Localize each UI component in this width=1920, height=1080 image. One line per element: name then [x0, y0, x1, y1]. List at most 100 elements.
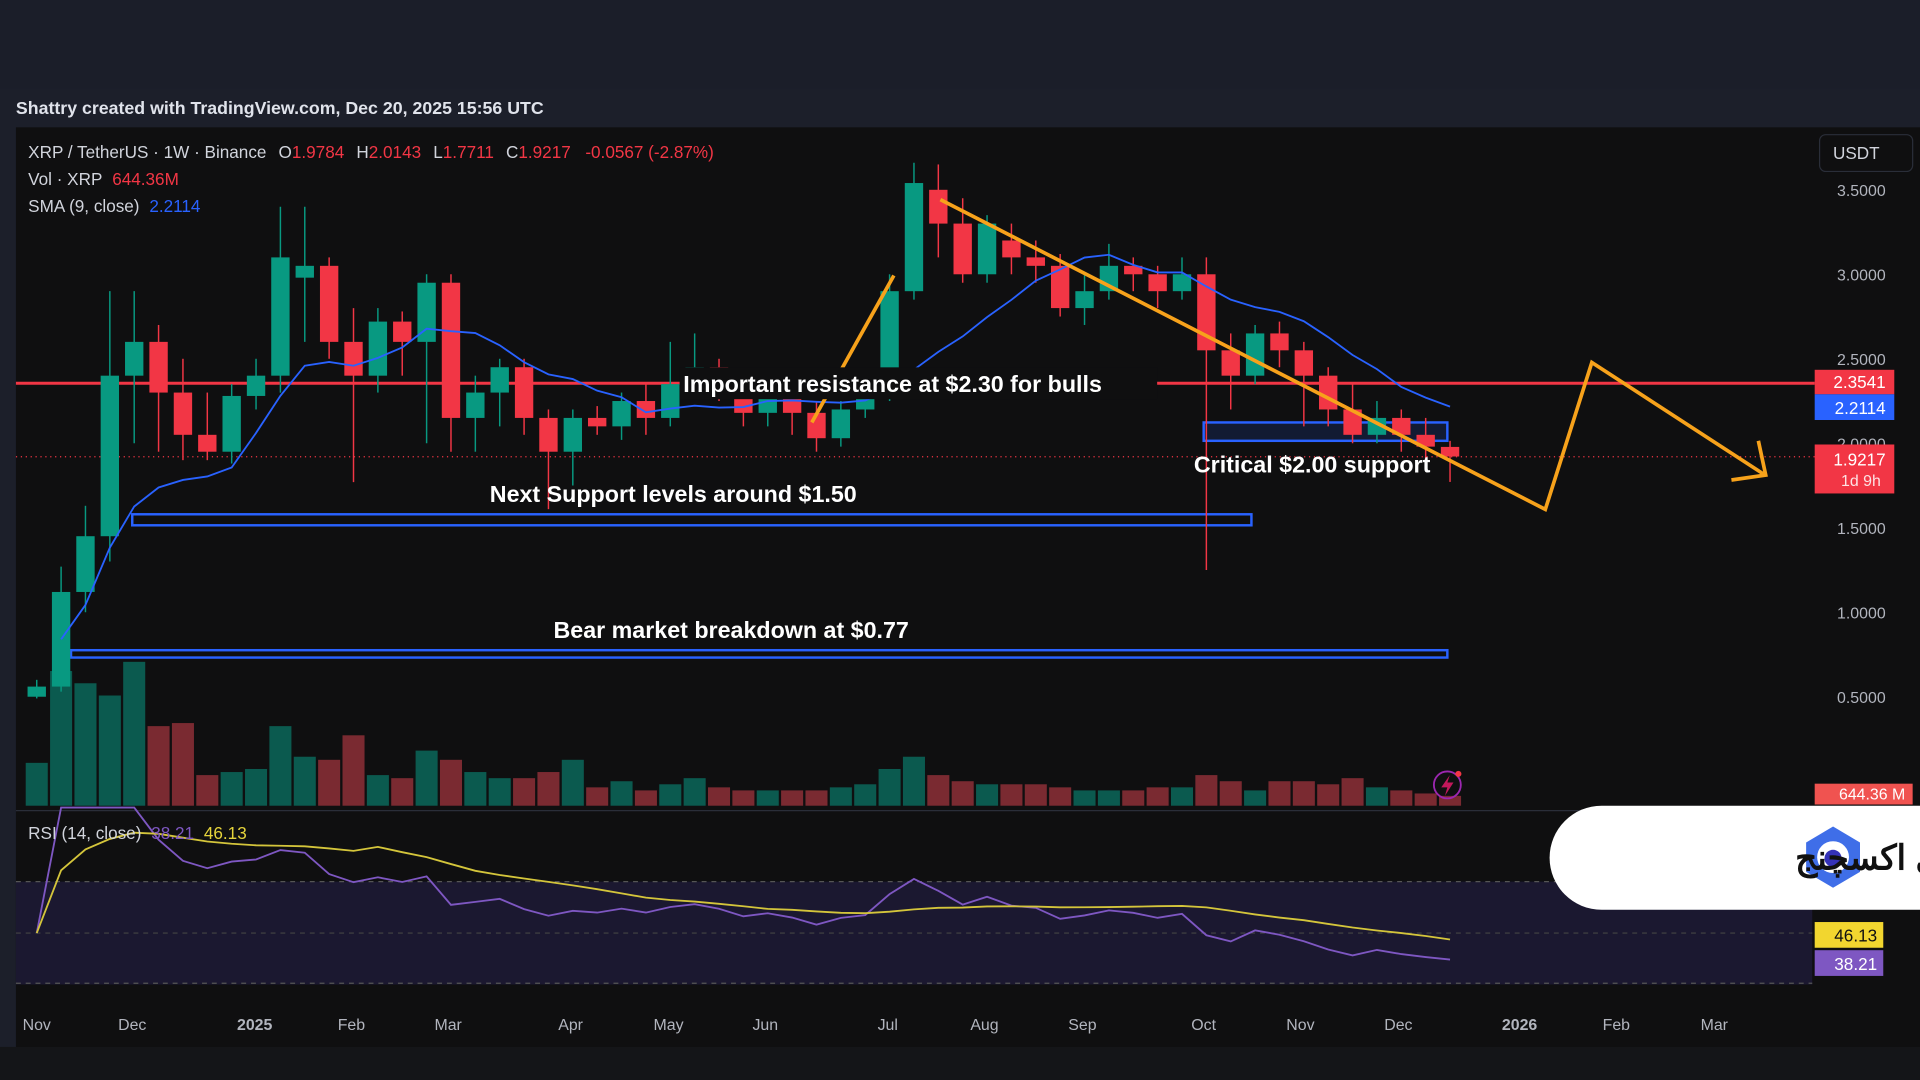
rsi-ma-tag — [1814, 922, 1884, 948]
candle-body — [1245, 333, 1265, 376]
price-tick-label: 2.5000 — [1837, 352, 1886, 369]
volume-bar — [878, 768, 901, 806]
volume-price-tag — [1814, 783, 1913, 805]
volume-bar — [854, 784, 877, 806]
candle-body — [1075, 291, 1094, 309]
arrow-head-icon — [1731, 440, 1768, 482]
last-price-text: 1.9217 — [1833, 449, 1885, 469]
caption: Shattry created with TradingView.com, De… — [16, 98, 544, 118]
open-label: O — [279, 142, 292, 162]
volume-bar — [756, 790, 779, 806]
sma-price-tag — [1814, 394, 1895, 420]
candle-body — [1124, 265, 1143, 275]
candle-body — [368, 321, 388, 376]
candle-body — [1440, 446, 1460, 457]
candle-body — [100, 375, 120, 537]
legend-ohlc: XRP / TetherUS · 1W · Binance O1.9784 H2… — [28, 142, 714, 162]
price-tick-label: 1.5000 — [1837, 521, 1886, 538]
legend: XRP / TetherUS · 1W · Binance O1.9784 H2… — [28, 142, 714, 843]
volume-bar — [1122, 790, 1145, 806]
time-tick-label: 2026 — [1502, 1017, 1538, 1034]
bear-breakdown-annotation: Bear market breakdown at $0.77 — [553, 617, 908, 643]
volume-bar — [659, 784, 682, 806]
volume-bar — [829, 787, 852, 806]
volume-bar — [342, 735, 365, 806]
last-price-tag — [1814, 444, 1895, 494]
time-tick-label: Feb — [338, 1017, 366, 1034]
time-tick-label: Dec — [1384, 1017, 1412, 1034]
candle-body — [1002, 240, 1021, 258]
volume-bar — [732, 790, 755, 806]
candle-body — [514, 367, 534, 418]
currency-label: USDT — [1833, 143, 1880, 163]
volume-bar — [586, 787, 609, 806]
candle-body — [758, 397, 777, 413]
volume-bar — [366, 775, 389, 806]
volume-bar — [1365, 787, 1388, 806]
next-support-annotation: Next Support levels around $1.50 — [490, 481, 857, 507]
volume-bar — [1195, 775, 1218, 806]
candle-body — [319, 265, 339, 342]
volume-bar — [1000, 784, 1023, 806]
volume-bar — [25, 762, 48, 806]
candle-body — [636, 401, 656, 418]
page-header-band — [0, 0, 1920, 89]
candle-body — [1197, 274, 1216, 351]
candle-body — [198, 434, 217, 452]
currency-button[interactable] — [1818, 134, 1914, 173]
bear-breakdown-zone — [69, 648, 1449, 659]
candle-body — [1050, 265, 1070, 309]
volume-bar — [171, 723, 194, 806]
volume-label[interactable]: Vol · XRP — [28, 169, 102, 189]
legend-rsi: RSI (14, close) 38.21 46.13 — [28, 823, 247, 843]
low-label: L — [433, 142, 443, 162]
candle-body — [344, 341, 363, 376]
volume-bar — [1414, 793, 1437, 806]
time-tick-label: Mar — [434, 1017, 462, 1034]
rsi-tag — [1814, 950, 1884, 976]
candle-body — [1148, 274, 1167, 292]
rsi-label[interactable]: RSI (14, close) — [28, 823, 141, 843]
volume-bar — [805, 790, 828, 806]
volume-bar — [708, 787, 731, 806]
candle-body — [125, 341, 144, 376]
candle-body — [539, 417, 558, 452]
resistance-price-tag — [1814, 369, 1895, 395]
volume-bar — [439, 759, 462, 806]
candle-body — [563, 417, 582, 452]
time-axis[interactable]: Nov Dec 2025 Feb Mar Apr May Jun Jul Aug Sep Oct Nov… — [23, 1017, 1729, 1034]
candle-body — [1172, 274, 1192, 292]
time-tick-label: Dec — [118, 1017, 146, 1034]
hexagon-logo-icon — [1806, 826, 1860, 888]
volume-bar — [1097, 790, 1120, 806]
candle-body — [661, 384, 680, 418]
legend-volume: Vol · XRP 644.36M — [28, 169, 179, 189]
candle-body — [222, 395, 241, 452]
rsi-value: 38.21 — [151, 823, 194, 843]
candle-body — [441, 282, 461, 418]
price-axis[interactable]: 3.50003.00002.50002.00001.50001.00000.50… — [1837, 183, 1886, 707]
sma-label[interactable]: SMA (9, close) — [28, 196, 139, 216]
lightning-icon[interactable] — [1432, 770, 1462, 800]
volume-bar — [781, 790, 804, 806]
volume-bar — [1219, 781, 1242, 806]
high-value: 2.0143 — [369, 142, 421, 162]
candle-body — [246, 375, 266, 396]
volume-bar — [634, 790, 657, 806]
volume-bar — [902, 756, 925, 806]
candle-body — [149, 341, 168, 393]
candle-body — [1221, 350, 1240, 376]
volume-bar — [927, 775, 950, 806]
time-tick-label: 2025 — [237, 1017, 273, 1034]
symbol-name[interactable]: XRP / TetherUS · 1W · Binance — [28, 142, 266, 162]
resistance-price-text: 2.3541 — [1833, 372, 1885, 392]
volume-bar — [1390, 790, 1413, 806]
volume-bar — [220, 772, 243, 806]
candle-body — [856, 397, 875, 410]
volume-bar — [1146, 787, 1169, 806]
next-support-zone — [131, 513, 1253, 527]
volume-bar — [123, 661, 146, 806]
volume-bar — [683, 778, 706, 806]
candle-body — [1270, 333, 1289, 351]
volume-bar — [537, 772, 560, 806]
